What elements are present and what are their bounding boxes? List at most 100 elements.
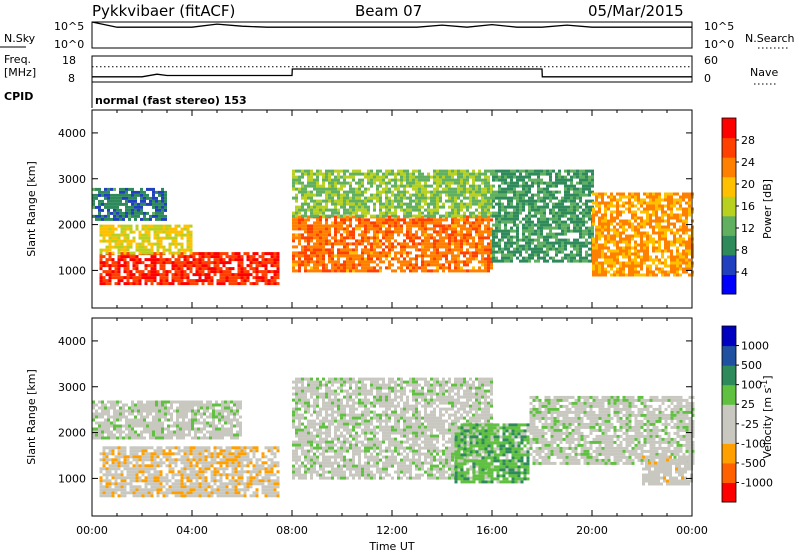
power-cbar-tick-0: 28 [741,134,755,147]
power-band-5 [492,169,594,263]
cpid-label: CPID [4,90,33,103]
power-y-axis: 1000 2000 3000 4000 [58,127,692,277]
freq-tick-bottom: 8 [68,72,75,85]
nave-tick-top: 60 [704,54,718,67]
freq-series [92,66,692,78]
sky-right-label: N.Search [745,32,795,45]
x-tick-label-5: 20:00 [576,524,608,537]
velocity-cbar-seg-1 [722,462,736,483]
power-band-2 [92,187,167,221]
power-cbar-tick-3: 16 [741,200,755,213]
velocity-cbar-tick-3: 25 [741,398,755,411]
sky-right-tick-bottom: 10^0 [704,38,734,51]
velocity-band-2 [292,377,493,480]
velocity-band-1 [92,400,242,440]
power-cbar-seg-2 [722,235,736,256]
velocity-cbar-label: Velocity [m s-1] [760,375,775,458]
sky-series [91,21,692,28]
power-colorbar: 28 24 20 16 12 8 4 [721,117,755,295]
power-cbar-seg-1 [722,254,736,275]
beam-title: Beam 07 [355,2,422,20]
velocity-heatmap [92,377,695,498]
x-axis-label: Time UT [368,540,414,553]
power-band-6 [592,192,694,277]
power-cbar-seg-7 [722,137,736,158]
power-panel: 1000 2000 3000 4000 Slant Range [km] 28 24 20… [25,109,774,309]
velocity-cbar-tick-5: -100 [741,437,766,450]
velocity-y-tick-1: 2000 [58,427,86,440]
power-x-ticks [91,110,693,308]
freq-label: Freq. [4,53,31,66]
velocity-band-3 [454,423,530,484]
velocity-x-ticks [91,318,693,516]
velocity-y-tick-0: 1000 [58,472,86,485]
velocity-band-5 [642,455,693,486]
velocity-cbar-tick-4: -25 [741,418,759,431]
power-cbar-tick-1: 24 [741,156,755,169]
x-tick-label-0: 00:00 [76,524,108,537]
velocity-cbar-seg-8 [722,326,736,347]
date-title: 05/Mar/2015 [588,2,684,20]
power-cbar-seg-6 [722,157,736,178]
x-tick-label-2: 08:00 [276,524,308,537]
velocity-cbar-tick-0: 1000 [741,340,769,353]
cpid-panel: CPID normal (fast stereo) 153 [4,82,247,108]
power-band-0 [99,252,280,286]
power-y-tick-2: 3000 [58,173,86,186]
x-tick-label-6: 00:00 [676,524,708,537]
x-tick-label-1: 04:00 [176,524,208,537]
freq-unit-label: [MHz] [4,66,36,79]
sky-left-label: N.Sky [4,32,36,45]
velocity-panel: 1000 2000 3000 4000 Slant Range [km] 1000 50… [25,317,775,517]
velocity-cbar-seg-7 [722,345,736,366]
power-y-tick-0: 1000 [58,264,86,277]
x-tick-label-3: 12:00 [376,524,408,537]
power-band-3 [292,215,493,273]
station-title: Pykkvibaer (fitACF) [92,2,235,20]
freq-line [92,68,692,78]
velocity-band-4 [529,395,695,465]
velocity-y-label: Slant Range [km] [25,369,38,465]
nave-label: Nave [750,66,778,79]
power-cbar-seg-0 [722,274,736,295]
x-tick-labels: 00:00 04:00 08:00 12:00 16:00 20:00 00:00 [76,524,708,537]
power-cbar-seg-8 [722,118,736,139]
power-band-4 [292,169,493,218]
velocity-cbar-seg-3 [722,423,736,444]
velocity-colorbar: 1000 500 100 25 -25 -100 -500 -1000 [721,325,773,503]
power-cbar-tick-4: 12 [741,222,755,235]
nave-tick-bottom: 0 [704,72,711,85]
cpid-text: normal (fast stereo) 153 [95,94,247,107]
x-tick-label-4: 16:00 [476,524,508,537]
power-cbar-tick-5: 8 [741,244,748,257]
power-cbar-label: Power [dB] [761,179,774,239]
power-cbar-tick-2: 20 [741,178,755,191]
power-cbar-seg-5 [722,176,736,197]
velocity-cbar-seg-5 [722,384,736,405]
power-cbar-seg-4 [722,196,736,217]
power-y-tick-3: 4000 [58,127,86,140]
velocity-cbar-seg-4 [722,404,736,425]
power-cbar-seg-3 [722,215,736,236]
power-y-label: Slant Range [km] [25,161,38,257]
power-heatmap [92,169,694,286]
velocity-cbar-seg-0 [722,482,736,503]
velocity-y-tick-3: 4000 [58,335,86,348]
power-y-tick-1: 2000 [58,219,86,232]
sky-panel: N.Sky 10^5 10^0 10^5 10^0 N.Search [0,20,795,51]
velocity-cbar-tick-1: 500 [741,359,762,372]
freq-tick-top: 18 [62,54,76,67]
velocity-cbar-tick-7: -1000 [741,476,773,489]
freq-panel: Freq. [MHz] 18 8 60 0 Nave [4,53,778,85]
power-cbar-tick-6: 4 [741,266,748,279]
sky-left-tick-bottom: 10^0 [54,38,84,51]
sky-left-tick-top: 10^5 [54,20,84,33]
velocity-cbar-seg-2 [722,443,736,464]
sky-right-tick-top: 10^5 [704,20,734,33]
velocity-cbar-tick-6: -500 [741,457,766,470]
velocity-y-axis: 1000 2000 3000 4000 [58,335,692,485]
velocity-cbar-tick-2: 100 [741,379,762,392]
velocity-band-0 [99,446,280,498]
sky-line [91,21,692,28]
